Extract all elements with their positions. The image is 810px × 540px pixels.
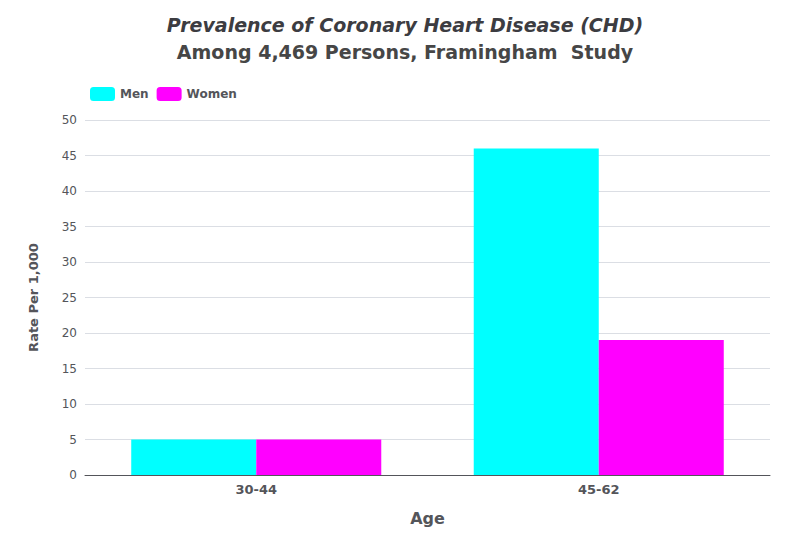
svg-text:0: 0	[69, 468, 77, 482]
svg-text:45-62: 45-62	[578, 482, 620, 497]
svg-text:Age: Age	[410, 509, 445, 528]
svg-text:Women: Women	[187, 87, 237, 101]
svg-text:10: 10	[62, 397, 77, 411]
svg-text:45: 45	[62, 149, 77, 163]
svg-text:35: 35	[62, 220, 77, 234]
svg-text:50: 50	[62, 113, 77, 127]
svg-text:Rate Per 1,000: Rate Per 1,000	[26, 243, 41, 352]
svg-text:30: 30	[62, 255, 77, 269]
svg-text:Men: Men	[120, 87, 149, 101]
svg-text:20: 20	[62, 326, 77, 340]
svg-text:5: 5	[69, 433, 77, 447]
svg-text:25: 25	[62, 291, 77, 305]
svg-text:Prevalence of Coronary Heart D: Prevalence of Coronary Heart Disease (CH…	[167, 14, 643, 36]
svg-text:Among 4,469 Persons, Framingha: Among 4,469 Persons, Framingham Study	[177, 41, 634, 63]
svg-text:40: 40	[62, 184, 77, 198]
svg-text:30-44: 30-44	[235, 482, 277, 497]
svg-text:15: 15	[62, 362, 77, 376]
